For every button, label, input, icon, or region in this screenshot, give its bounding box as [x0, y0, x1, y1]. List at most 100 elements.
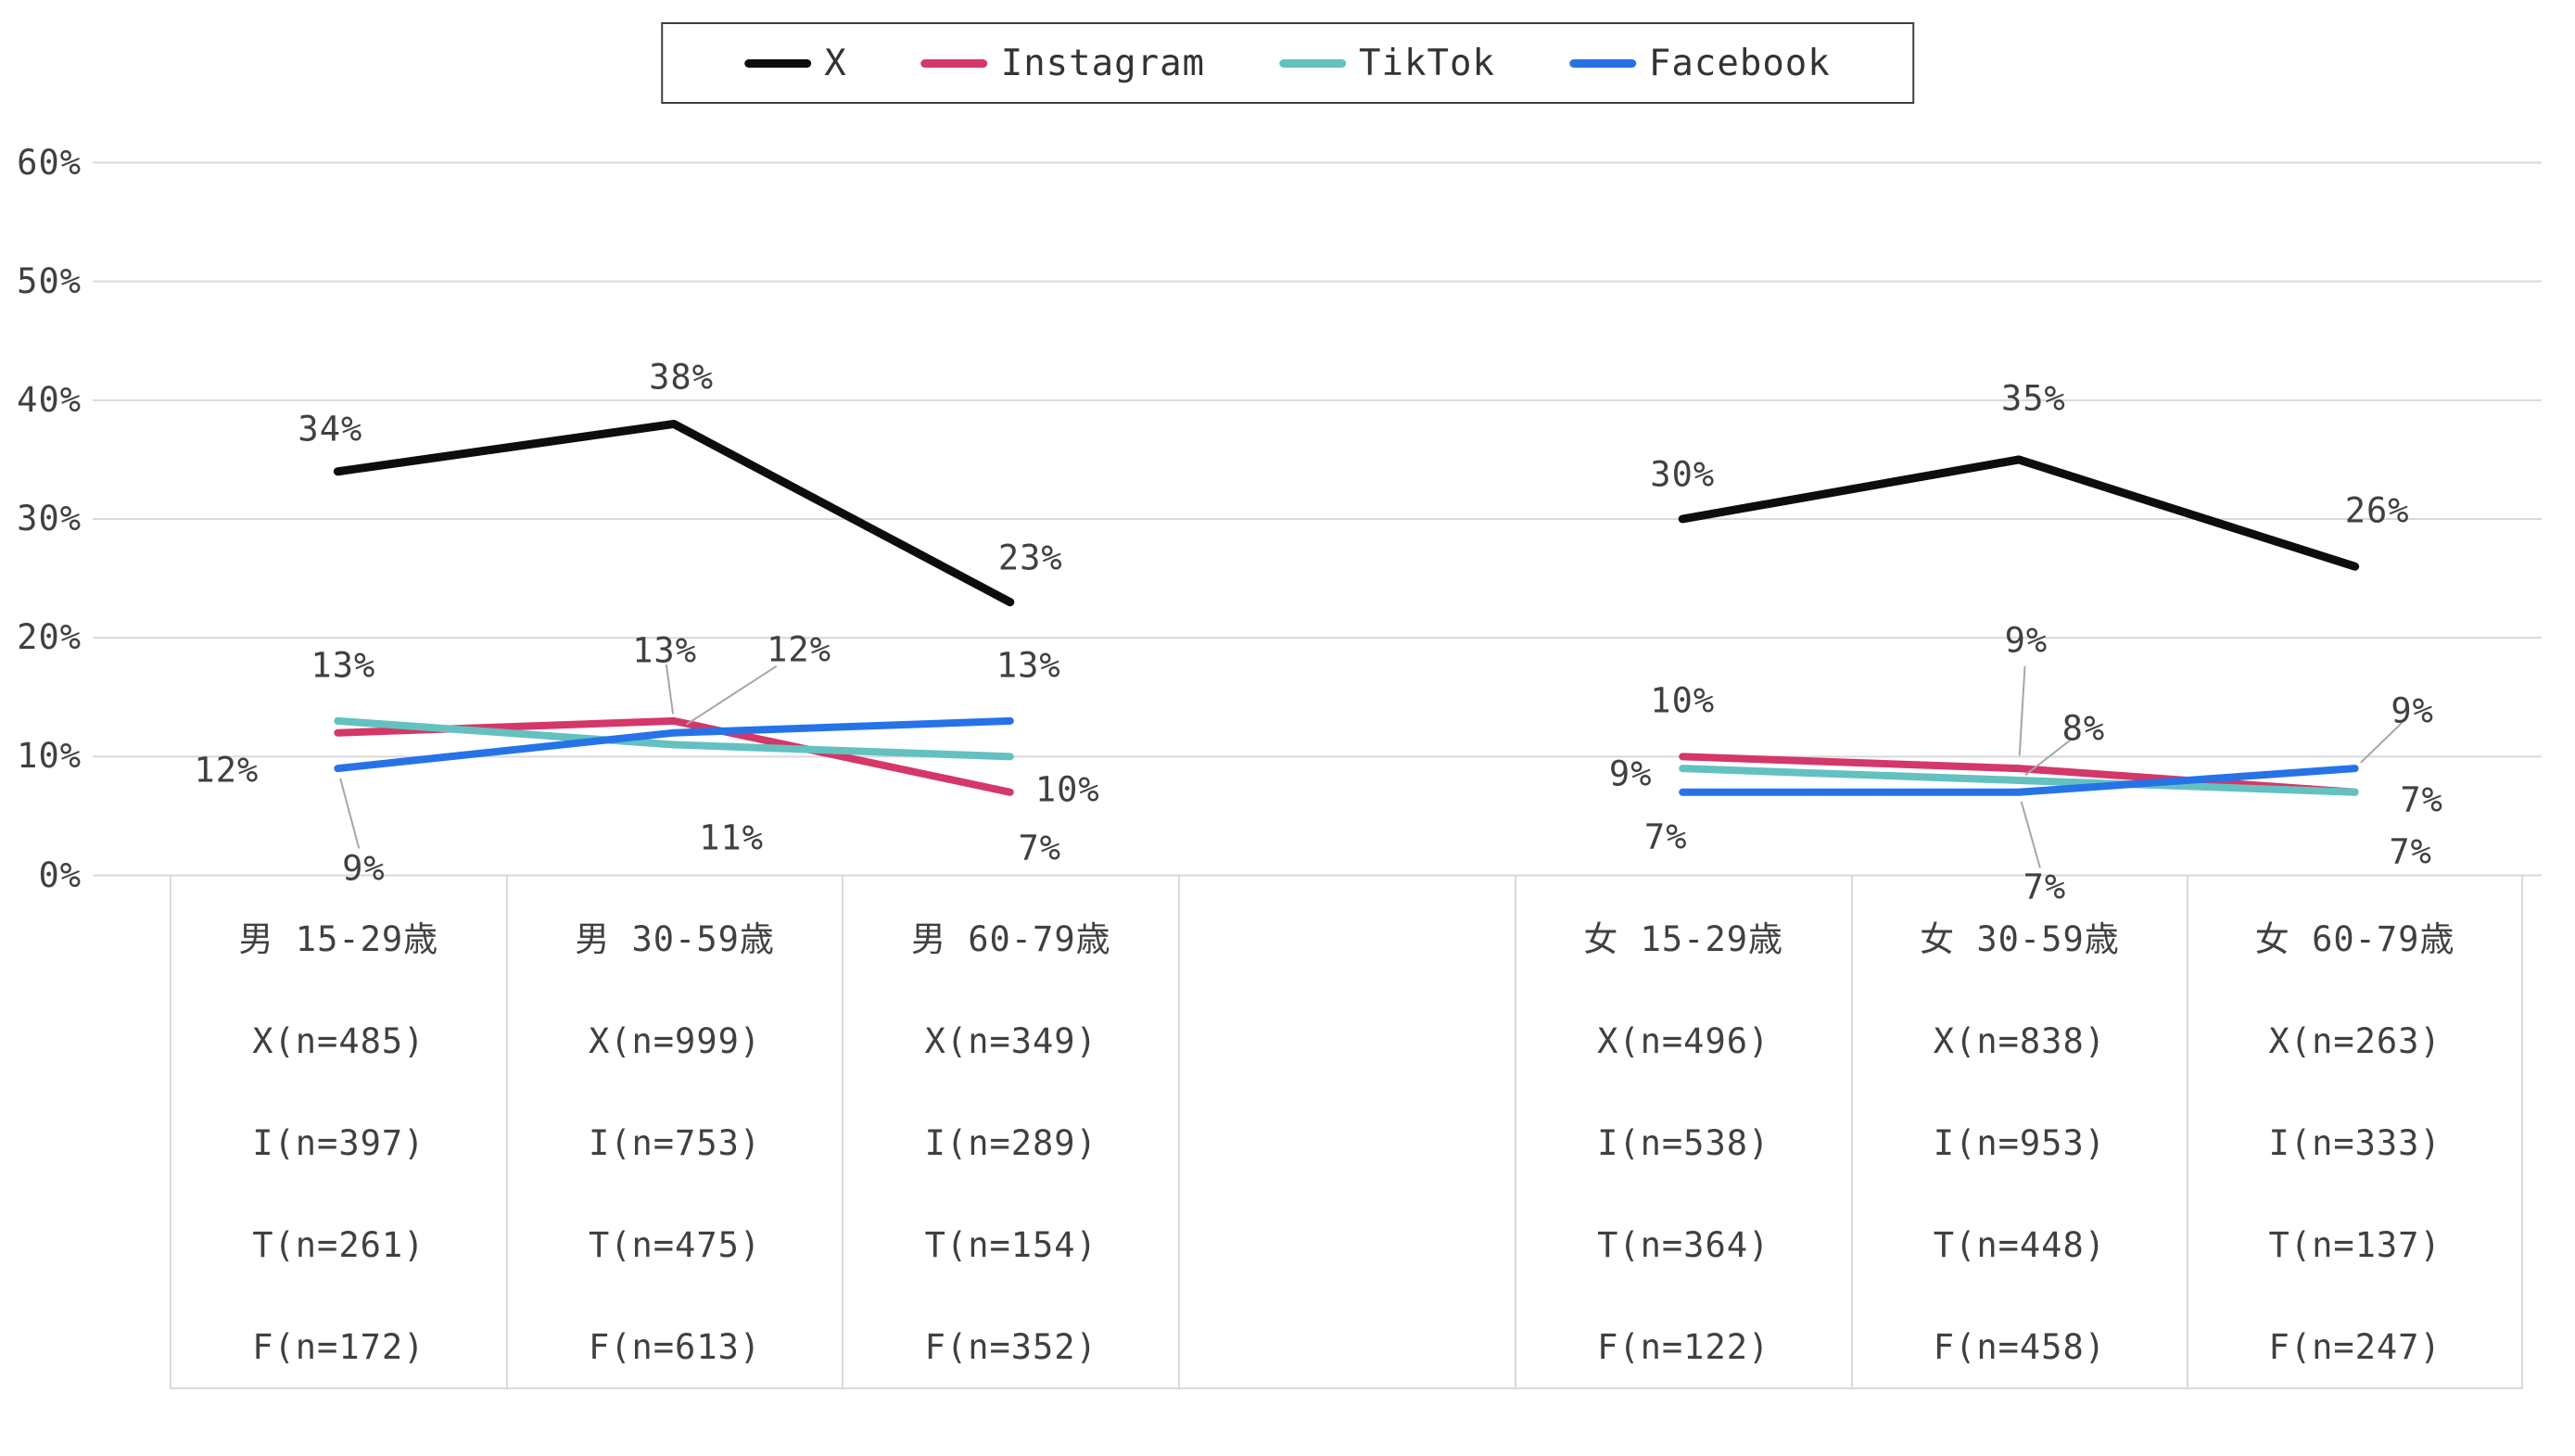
table-sample-size-cell: I(n=538)	[1597, 1123, 1770, 1163]
table-sample-size-cell: F(n=352)	[924, 1327, 1097, 1367]
table-sample-size-cell: X(n=349)	[924, 1021, 1097, 1061]
table-sample-size-cell: X(n=263)	[2268, 1021, 2442, 1061]
table-sample-size-cell	[1180, 1297, 1515, 1399]
table-sample-size-cell: F(n=172)	[252, 1327, 425, 1367]
table-sample-size-cell: I(n=333)	[2268, 1123, 2442, 1163]
table-sample-size-cell: F(n=122)	[1597, 1327, 1770, 1367]
table-column: 男 60-79歳 X(n=349) I(n=289) T(n=154) F(n=352)	[842, 876, 1178, 1387]
label-leader-line	[2360, 721, 2404, 764]
legend-item-instagram: Instagram	[920, 42, 1206, 84]
table-sample-size-cell: T(n=448)	[1933, 1225, 2107, 1265]
data-label-tiktok: 7%	[2400, 779, 2443, 820]
data-label-instagram: 12%	[194, 750, 260, 791]
data-label-facebook: 9%	[2391, 690, 2434, 731]
legend-label: TikTok	[1359, 42, 1495, 84]
table-header-cell	[1180, 889, 1515, 991]
series-line-facebook-group1	[334, 716, 1014, 773]
data-label-facebook: 12%	[767, 629, 831, 670]
data-label-x: 26%	[2344, 490, 2410, 531]
y-tick-label: 20%	[17, 617, 82, 658]
data-label-facebook: 7%	[1643, 817, 1688, 857]
table-sample-size-cell: I(n=953)	[1933, 1123, 2107, 1163]
y-tick-label: 60%	[17, 142, 82, 183]
table-header-cell: 女 15-29歳	[1583, 919, 1784, 959]
legend-label: X	[824, 42, 847, 84]
data-label-tiktok: 13%	[311, 645, 376, 686]
series-line-tiktok-group2	[1679, 765, 2359, 796]
y-tick-label: 0%	[38, 855, 82, 895]
data-label-instagram: 9%	[2004, 620, 2049, 661]
legend-label: Instagram	[1000, 42, 1206, 84]
data-label-facebook: 13%	[996, 645, 1061, 686]
legend-line-swatch-icon	[1279, 58, 1347, 68]
table-sample-size-cell: T(n=475)	[588, 1225, 762, 1265]
series-line-instagram-group2	[1679, 753, 2359, 796]
label-leader-line	[339, 778, 361, 849]
legend-line-swatch-icon	[920, 58, 988, 68]
table-column: 女 15-29歳 X(n=496) I(n=538) T(n=364) F(n=122)	[1514, 876, 1851, 1387]
data-label-instagram: 7%	[1018, 828, 1062, 868]
label-leader-line	[665, 664, 675, 715]
data-label-tiktok: 11%	[699, 817, 764, 858]
legend-label: Facebook	[1648, 42, 1831, 84]
table-column	[1178, 876, 1515, 1387]
y-tick-label: 30%	[17, 499, 82, 538]
data-label-x: 38%	[649, 357, 714, 398]
legend-line-swatch-icon	[1568, 58, 1636, 68]
label-leader-line	[2024, 738, 2073, 777]
data-label-instagram: 10%	[1650, 680, 1716, 721]
data-label-tiktok: 8%	[2061, 708, 2106, 749]
table-sample-size-cell: I(n=397)	[252, 1123, 425, 1163]
table-sample-size-cell	[1180, 991, 1515, 1093]
table-bottom-border	[170, 1387, 2523, 1389]
table-header-cell: 女 30-59歳	[1920, 919, 2120, 959]
table-sample-size-cell: F(n=458)	[1933, 1327, 2107, 1367]
table-sample-size-cell	[1180, 1093, 1515, 1195]
data-label-tiktok: 9%	[1608, 753, 1653, 794]
data-label-x: 30%	[1650, 454, 1716, 495]
data-label-tiktok: 10%	[1034, 769, 1100, 810]
table-sample-size-cell: F(n=613)	[588, 1327, 762, 1367]
table-sample-size-cell: I(n=289)	[924, 1123, 1097, 1163]
data-label-x: 23%	[997, 538, 1063, 578]
table-sample-size-cell: T(n=261)	[252, 1225, 425, 1265]
legend-line-swatch-icon	[744, 58, 812, 68]
series-line-facebook-group2	[1679, 765, 2359, 796]
legend-item-tiktok: TikTok	[1279, 43, 1495, 84]
legend: X Instagram TikTok Facebook	[661, 22, 1914, 104]
series-line-x-group2	[1678, 455, 2360, 571]
series-line-tiktok-group1	[334, 716, 1014, 761]
table-sample-size-cell: X(n=999)	[588, 1021, 762, 1061]
table-sample-size-cell: X(n=485)	[252, 1021, 425, 1061]
table-sample-size-cell	[1180, 1195, 1515, 1297]
legend-item-x: X	[744, 43, 846, 84]
table-column: 男 30-59歳 X(n=999) I(n=753) T(n=475) F(n=613)	[505, 876, 843, 1387]
table-column: 女 60-79歳 X(n=263) I(n=333) T(n=137) F(n=247)	[2187, 876, 2523, 1387]
data-label-facebook: 7%	[2023, 867, 2067, 907]
table-header-cell: 男 30-59歳	[575, 919, 775, 959]
table-header-cell: 女 60-79歳	[2254, 919, 2455, 959]
table-column: 女 30-59歳 X(n=838) I(n=953) T(n=448) F(n=458)	[1850, 876, 2188, 1387]
table-sample-size-cell: X(n=838)	[1933, 1021, 2107, 1061]
series-line-x-group1	[333, 419, 1015, 607]
legend-item-facebook: Facebook	[1568, 42, 1831, 84]
table-header-cell: 男 15-29歳	[238, 919, 439, 959]
y-tick-label: 50%	[17, 260, 82, 301]
table-column: 男 15-29歳 X(n=485) I(n=397) T(n=261) F(n=172)	[170, 876, 506, 1387]
data-label-x: 34%	[298, 409, 363, 449]
table-sample-size-cell: X(n=496)	[1597, 1021, 1770, 1061]
y-tick-label: 10%	[17, 736, 82, 777]
label-leader-line	[2020, 801, 2041, 868]
data-label-facebook: 9%	[342, 848, 386, 889]
y-tick-label: 40%	[17, 379, 82, 420]
label-leader-line	[2018, 665, 2026, 756]
data-label-instagram: 7%	[2389, 831, 2432, 872]
table-sample-size-cell: I(n=753)	[588, 1123, 762, 1163]
table-sample-size-cell: F(n=247)	[2268, 1327, 2442, 1367]
table-sample-size-cell: T(n=364)	[1597, 1225, 1770, 1265]
table-sample-size-cell: T(n=137)	[2268, 1225, 2442, 1265]
table-header-cell: 男 60-79歳	[910, 919, 1111, 959]
data-label-instagram: 13%	[632, 630, 697, 671]
